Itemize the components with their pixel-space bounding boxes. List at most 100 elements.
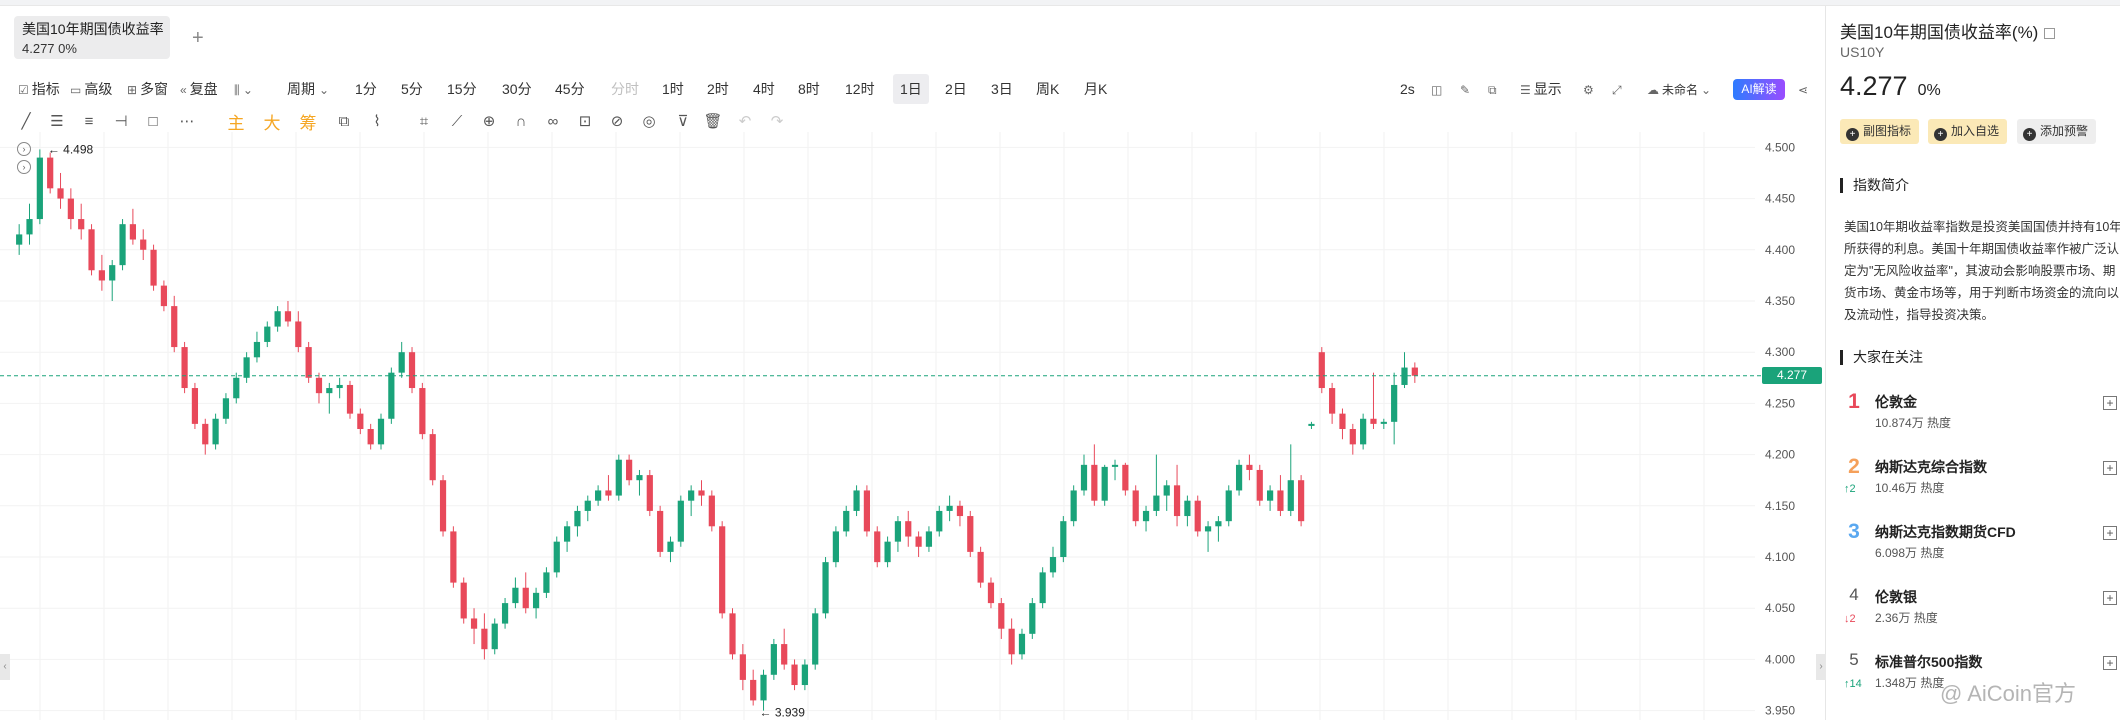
zoom-icon[interactable]: ⊕ xyxy=(482,113,496,130)
y-axis-tick-label: 4.000 xyxy=(1765,652,1795,666)
scroll-right-icon[interactable]: › xyxy=(1816,654,1826,680)
rectangle-tool-icon[interactable]: □ xyxy=(148,112,158,130)
candle-body xyxy=(667,541,674,552)
period-45m[interactable]: 45分 xyxy=(555,81,585,97)
redo-icon[interactable]: ↷ xyxy=(770,113,784,130)
period-5m[interactable]: 5分 xyxy=(401,81,423,97)
settings-gear-icon[interactable]: ⚙ xyxy=(1583,83,1594,97)
big-order-toggle[interactable]: 大 xyxy=(263,113,281,133)
pencil-icon[interactable]: ✎ xyxy=(1460,83,1471,97)
period-2h[interactable]: 2时 xyxy=(707,81,729,97)
compare-icon[interactable]: ⧉ xyxy=(338,112,350,130)
add-icon[interactable]: + xyxy=(2103,656,2117,670)
candlestick-chart[interactable]: › › 4.500 4.450 4.400 4.350 4.300 4.250 4.200 4… xyxy=(0,132,1826,720)
y-axis-tick-label: 4.200 xyxy=(1765,448,1795,462)
candle-body xyxy=(1370,418,1377,424)
period-month[interactable]: 月K xyxy=(1084,81,1108,97)
ai-analyze-button[interactable]: AI解读 xyxy=(1733,79,1785,100)
candle-body xyxy=(16,234,23,245)
multi-window-icon: ⊞ xyxy=(127,83,138,97)
period-dropdown[interactable]: 周期 ⌄ xyxy=(287,74,332,104)
trash-icon[interactable]: 🗑 xyxy=(703,113,723,130)
collapse-indicator-icon[interactable]: › xyxy=(17,142,31,156)
horizontal-ray-tool-icon[interactable]: ⊣ xyxy=(114,113,128,130)
candle-body xyxy=(584,500,591,511)
main-chart-toggle[interactable]: 主 xyxy=(227,113,245,133)
crop-icon[interactable]: ⌗ xyxy=(419,112,429,130)
plus-circle-icon: + xyxy=(2023,128,2036,141)
brush-icon[interactable]: ⌇ xyxy=(373,113,381,130)
collapse-indicator-icon[interactable]: › xyxy=(17,160,31,174)
period-30m[interactable]: 30分 xyxy=(502,81,532,97)
list-item[interactable]: 3 纳斯达克指数期货CFD 6.098万 热度 + xyxy=(1827,520,2120,584)
chips-toggle[interactable]: 筹 xyxy=(299,113,317,133)
period-1d[interactable]: 1日 xyxy=(893,74,929,104)
candle-body xyxy=(140,239,147,250)
add-icon[interactable]: + xyxy=(2103,526,2117,540)
multi-window-button[interactable]: ⊞ 多窗 xyxy=(127,74,168,104)
candle-body xyxy=(501,603,509,624)
link-icon[interactable]: ∞ xyxy=(547,112,559,130)
period-timeshare[interactable]: 分时 xyxy=(611,81,639,97)
tab-title: 美国10年期国债收益率 xyxy=(22,21,164,37)
eye-icon[interactable]: ◎ xyxy=(642,113,656,130)
candle-body xyxy=(636,475,643,481)
period-3d[interactable]: 3日 xyxy=(991,81,1013,97)
candle-body xyxy=(57,188,64,199)
add-alert-button[interactable]: + 添加预警 xyxy=(2017,119,2097,144)
period-1h[interactable]: 1时 xyxy=(662,81,684,97)
advanced-button[interactable]: ▭ 高级 xyxy=(70,74,112,104)
sub-chart-indicator-button[interactable]: + 副图指标 xyxy=(1840,119,1920,144)
list-item[interactable]: 1 伦敦金 10.874万 热度 + xyxy=(1827,390,2120,454)
replay-button[interactable]: «复盘 xyxy=(180,74,218,104)
hide-drawings-icon[interactable]: ⧉ xyxy=(1488,83,1497,97)
candle-body xyxy=(553,541,560,573)
advanced-label: 高级 xyxy=(84,81,113,97)
list-item[interactable]: 4 ↓2 伦敦银 2.36万 热度 + xyxy=(1827,585,2120,649)
period-4h[interactable]: 4时 xyxy=(753,81,775,97)
indicator-button[interactable]: ☑ 指标 xyxy=(18,74,60,104)
refresh-rate[interactable]: 2s xyxy=(1400,81,1415,97)
candle-body xyxy=(1256,469,1263,501)
chart-canvas: 4.500 4.450 4.400 4.350 4.300 4.250 4.200 4.150… xyxy=(0,132,1795,720)
scroll-left-icon[interactable]: ‹ xyxy=(0,654,10,680)
candle-body xyxy=(119,224,126,266)
period-1m[interactable]: 1分 xyxy=(355,81,377,97)
parallel-channel-tool-icon[interactable]: ≡ xyxy=(84,112,94,130)
period-week[interactable]: 周K xyxy=(1036,81,1060,97)
camera-icon[interactable]: ◫ xyxy=(1431,83,1443,97)
filter-icon[interactable]: ⊽ xyxy=(677,113,689,130)
add-icon[interactable]: + xyxy=(2103,461,2117,475)
plus-circle-icon: + xyxy=(1846,128,1859,141)
list-item[interactable]: 5 ↑14 标准普尔500指数 1.348万 热度 + xyxy=(1827,650,2120,714)
layout-dropdown[interactable]: ☁ 未命名 ⌄ xyxy=(1647,74,1714,104)
horizontal-lines-tool-icon[interactable]: ☰ xyxy=(50,113,64,130)
fullscreen-icon[interactable]: ⤢ xyxy=(1612,83,1622,97)
copy-icon[interactable] xyxy=(2044,28,2056,40)
hide-icon[interactable]: ⊘ xyxy=(610,113,624,130)
candle-body xyxy=(264,326,271,342)
candle-body xyxy=(543,572,550,593)
candle-body xyxy=(1122,464,1129,491)
period-8h[interactable]: 8时 xyxy=(798,81,820,97)
add-watchlist-button[interactable]: + 加入自选 xyxy=(1928,119,2008,144)
period-12h[interactable]: 12时 xyxy=(845,81,875,97)
magnet-icon[interactable]: ∩ xyxy=(515,112,527,130)
undo-icon[interactable]: ↶ xyxy=(738,113,752,130)
add-tab-icon[interactable]: + xyxy=(192,27,204,49)
chart-type-button[interactable]: ⫼ ⌄ xyxy=(234,74,256,104)
trendline-tool-icon[interactable]: ╱ xyxy=(21,113,31,130)
period-2d[interactable]: 2日 xyxy=(945,81,967,97)
share-icon[interactable]: ⋖ xyxy=(1798,83,1809,97)
candle-body xyxy=(377,418,385,445)
list-item[interactable]: 2 ↑2 纳斯达克综合指数 10.46万 热度 + xyxy=(1827,455,2120,519)
ruler-icon[interactable]: ⟋ xyxy=(451,112,463,130)
add-icon[interactable]: + xyxy=(2103,591,2117,605)
lock-icon[interactable]: ⊡ xyxy=(578,113,592,130)
period-15m[interactable]: 15分 xyxy=(447,81,477,97)
add-icon[interactable]: + xyxy=(2103,396,2117,410)
display-button[interactable]: ☰ 显示 xyxy=(1520,74,1562,104)
high-price-label: ← 4.498 xyxy=(48,142,94,156)
more-tools-icon[interactable]: ⋯ xyxy=(179,113,195,130)
symbol-tab[interactable]: 美国10年期国债收益率 4.277 0% xyxy=(14,16,170,59)
